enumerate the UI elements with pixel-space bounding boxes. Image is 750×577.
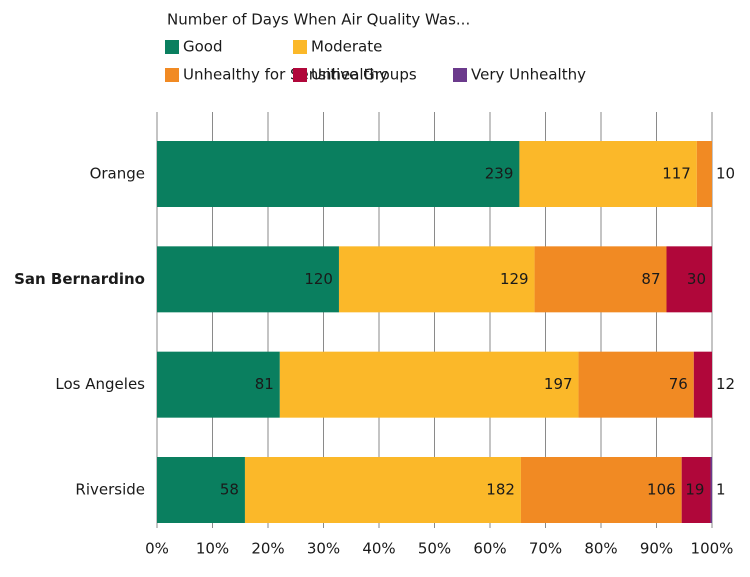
bar-segment [157, 246, 339, 313]
category-label: Orange [90, 165, 145, 183]
value-label: 117 [662, 165, 691, 183]
bar-segment [693, 351, 712, 418]
bar-segment [681, 457, 711, 523]
value-label: 87 [641, 270, 660, 288]
category-label: Los Angeles [55, 375, 145, 393]
legend-swatch [293, 68, 307, 82]
x-tick-label: 50% [418, 540, 451, 558]
legend-label: Unhealthy [311, 66, 388, 84]
category-label: San Bernardino [14, 270, 145, 288]
value-label: 76 [669, 375, 688, 393]
x-tick-label: 10% [196, 540, 229, 558]
legend-label: Moderate [311, 38, 382, 56]
legend-swatch [165, 68, 179, 82]
bar-segment [279, 351, 579, 418]
value-label: 1 [716, 481, 726, 499]
legend-label: Good [183, 38, 223, 56]
bar-segment [157, 457, 245, 523]
value-label: 106 [647, 481, 676, 499]
x-tick-label: 40% [362, 540, 395, 558]
x-tick-label: 100% [691, 540, 734, 558]
x-tick-label: 60% [473, 540, 506, 558]
x-tick-label: 20% [251, 540, 284, 558]
bar-segment [244, 457, 521, 523]
bar-segment [520, 457, 682, 523]
value-label: 81 [255, 375, 274, 393]
value-label: 120 [304, 270, 333, 288]
value-label: 197 [544, 375, 573, 393]
x-tick-label: 0% [145, 540, 169, 558]
value-label: 239 [485, 165, 514, 183]
value-label: 58 [220, 481, 239, 499]
bar-segment [338, 246, 535, 313]
value-label: 12 [716, 375, 735, 393]
category-label: Riverside [75, 481, 145, 499]
bar-segment [666, 246, 712, 313]
value-label: 30 [687, 270, 706, 288]
legend-title: Number of Days When Air Quality Was... [167, 11, 470, 29]
bar-segment [578, 351, 694, 418]
bar-segment [534, 246, 667, 313]
x-tick-label: 30% [307, 540, 340, 558]
x-tick-label: 70% [529, 540, 562, 558]
x-tick-label: 80% [584, 540, 617, 558]
value-label: 182 [486, 481, 515, 499]
legend-label: Very Unhealthy [471, 66, 586, 84]
value-label: 10 [716, 165, 735, 183]
bar-segment [696, 141, 712, 207]
bar-segment [519, 141, 697, 207]
bar-segment [710, 457, 712, 523]
legend-swatch [165, 40, 179, 54]
value-label: 129 [500, 270, 529, 288]
bar-segment [157, 141, 520, 207]
legend-swatch [453, 68, 467, 82]
x-tick-label: 90% [640, 540, 673, 558]
bar-segment [157, 351, 280, 418]
legend-swatch [293, 40, 307, 54]
value-label: 19 [685, 481, 704, 499]
